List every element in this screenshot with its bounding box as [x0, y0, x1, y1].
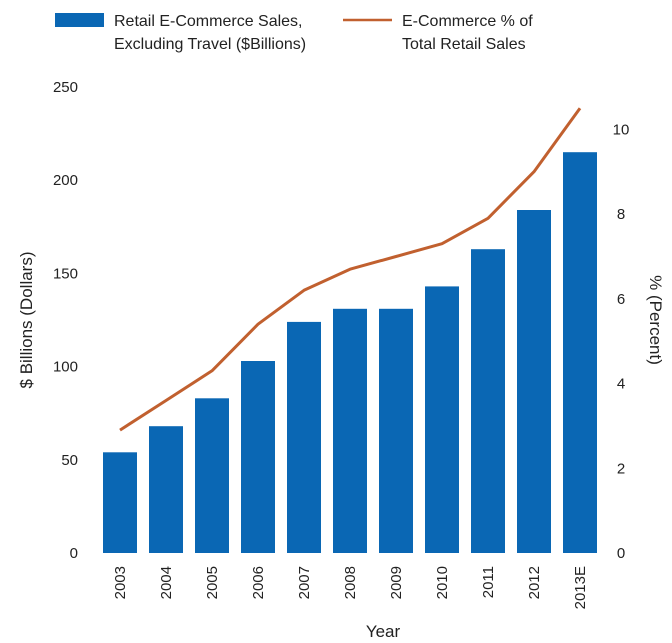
- legend-line-label-line2: Total Retail Sales: [402, 36, 526, 53]
- y2-tick-label: 4: [617, 376, 625, 393]
- bar: [103, 452, 137, 553]
- x-axis-title: Year: [366, 622, 401, 641]
- y2-tick-label: 8: [617, 206, 625, 223]
- bar: [333, 308, 367, 553]
- y2-axis-title: % (Percent): [646, 275, 665, 365]
- legend-bar-swatch: [55, 13, 104, 27]
- bar: [379, 308, 413, 553]
- y-tick-label: 250: [53, 79, 78, 96]
- x-tick-label: 2006: [250, 566, 267, 599]
- legend-bar-label-line1: Retail E-Commerce Sales,: [114, 13, 303, 30]
- x-tick-label: 2005: [204, 566, 221, 599]
- y2-tick-label: 0: [617, 545, 625, 562]
- x-tick-label: 2011: [480, 566, 497, 598]
- legend: Retail E-Commerce Sales, Excluding Trave…: [55, 13, 533, 53]
- x-tick-label: 2003: [112, 566, 129, 599]
- bar: [471, 249, 505, 553]
- bar: [563, 152, 597, 553]
- bar: [287, 321, 321, 553]
- y2-tick-label: 2: [617, 460, 625, 477]
- bar: [195, 398, 229, 553]
- x-tick-label: 2007: [296, 566, 313, 599]
- legend-bar-label-line2: Excluding Travel ($Billions): [114, 36, 306, 53]
- x-tick-label: 2009: [388, 566, 405, 599]
- y-tick-label: 200: [53, 172, 78, 189]
- x-tick-label: 2012: [526, 566, 543, 599]
- y-tick-label: 150: [53, 265, 78, 282]
- bar: [241, 361, 275, 553]
- y-tick-label: 100: [53, 359, 78, 376]
- y-axis-title: $ Billions (Dollars): [17, 252, 36, 389]
- x-tick-label: 2004: [158, 566, 175, 599]
- y-tick-label: 50: [61, 452, 78, 469]
- y2-tick-label: 6: [617, 291, 625, 308]
- x-tick-label: 2013E: [572, 566, 589, 609]
- legend-line-label-line1: E-Commerce % of: [402, 13, 533, 30]
- bar: [149, 426, 183, 553]
- plot-area: 0 50 100 150 200 250 0 2 4 6 8 10 2003 2004 2005 2006 20…: [53, 79, 629, 609]
- x-tick-label: 2010: [434, 566, 451, 599]
- series-line: [119, 107, 582, 432]
- y2-tick-label: 10: [613, 121, 630, 138]
- bar: [425, 286, 459, 553]
- bar: [517, 210, 551, 553]
- x-tick-label: 2008: [342, 566, 359, 599]
- y-tick-label: 0: [70, 545, 78, 562]
